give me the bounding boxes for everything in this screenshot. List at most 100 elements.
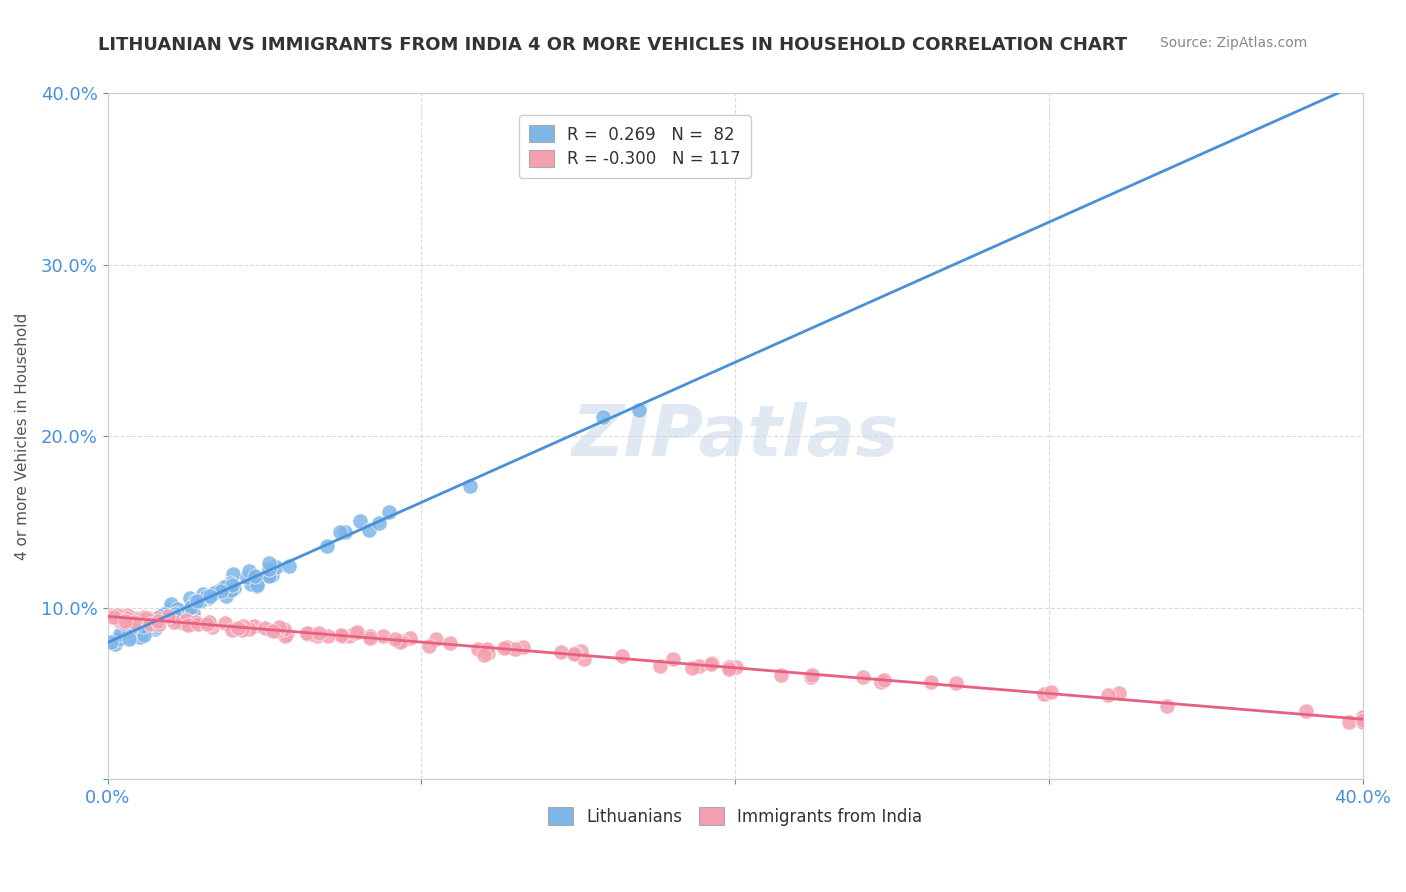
Point — [138, 612, 160, 626]
Point — [100, 609, 122, 624]
Point — [160, 597, 183, 611]
Point — [100, 608, 122, 623]
Point — [149, 613, 172, 627]
Text: Source: ZipAtlas.com: Source: ZipAtlas.com — [1160, 36, 1308, 50]
Point — [212, 580, 235, 594]
Text: LITHUANIAN VS IMMIGRANTS FROM INDIA 4 OR MORE VEHICLES IN HOUSEHOLD CORRELATION : LITHUANIAN VS IMMIGRANTS FROM INDIA 4 OR… — [98, 36, 1128, 54]
Point — [121, 630, 143, 644]
Point — [371, 629, 394, 643]
Point — [295, 626, 318, 640]
Point — [1032, 687, 1054, 701]
Y-axis label: 4 or more Vehicles in Household: 4 or more Vehicles in Household — [15, 312, 30, 560]
Point — [198, 589, 221, 603]
Point — [165, 609, 187, 624]
Point — [146, 614, 169, 628]
Point — [108, 614, 131, 628]
Point — [172, 615, 194, 630]
Point — [183, 615, 205, 629]
Point — [107, 632, 129, 646]
Point — [1351, 713, 1374, 727]
Point — [215, 589, 238, 603]
Point — [112, 620, 135, 634]
Point — [1351, 714, 1374, 729]
Point — [176, 617, 198, 632]
Point — [1351, 714, 1374, 729]
Point — [221, 623, 243, 637]
Point — [254, 621, 277, 635]
Point — [142, 617, 165, 632]
Point — [1351, 710, 1374, 724]
Point — [335, 525, 357, 540]
Point — [242, 574, 264, 589]
Point — [195, 589, 218, 603]
Point — [100, 634, 122, 648]
Point — [425, 632, 447, 647]
Point — [209, 584, 232, 599]
Point — [257, 562, 280, 576]
Point — [202, 586, 225, 600]
Point — [107, 612, 129, 626]
Point — [492, 641, 515, 656]
Point — [145, 611, 167, 625]
Point — [246, 579, 269, 593]
Point — [1097, 689, 1119, 703]
Point — [132, 619, 155, 633]
Point — [186, 594, 208, 608]
Point — [242, 619, 264, 633]
Point — [181, 606, 204, 620]
Point — [141, 612, 163, 626]
Point — [274, 629, 297, 643]
Point — [1337, 714, 1360, 729]
Point — [184, 594, 207, 608]
Point — [191, 587, 214, 601]
Point — [503, 641, 526, 656]
Point — [149, 609, 172, 624]
Point — [104, 637, 127, 651]
Point — [273, 622, 295, 636]
Point — [717, 660, 740, 674]
Point — [134, 614, 156, 628]
Point — [1108, 685, 1130, 699]
Point — [277, 558, 299, 573]
Point — [512, 640, 534, 655]
Point — [256, 568, 278, 582]
Point — [337, 629, 360, 643]
Point — [191, 592, 214, 607]
Point — [700, 657, 723, 671]
Point — [335, 629, 357, 643]
Point — [472, 648, 495, 662]
Point — [869, 675, 891, 690]
Point — [153, 607, 176, 621]
Point — [1351, 712, 1374, 726]
Point — [198, 616, 221, 631]
Point — [264, 560, 287, 574]
Point — [592, 410, 614, 425]
Point — [115, 608, 138, 623]
Point — [330, 629, 353, 643]
Point — [129, 630, 152, 644]
Point — [108, 630, 131, 644]
Point — [349, 514, 371, 528]
Point — [201, 620, 224, 634]
Point — [122, 615, 145, 630]
Point — [207, 584, 229, 599]
Point — [135, 611, 157, 625]
Point — [359, 523, 381, 537]
Point — [100, 610, 122, 624]
Point — [475, 641, 498, 656]
Point — [328, 525, 350, 540]
Point — [138, 617, 160, 632]
Point — [388, 635, 411, 649]
Point — [801, 668, 824, 682]
Point — [157, 609, 180, 624]
Point — [115, 611, 138, 625]
Point — [222, 581, 245, 595]
Point — [330, 627, 353, 641]
Point — [359, 631, 381, 645]
Point — [418, 639, 440, 653]
Point — [122, 618, 145, 632]
Point — [648, 659, 671, 673]
Point — [145, 615, 167, 629]
Point — [169, 607, 191, 621]
Point — [717, 662, 740, 676]
